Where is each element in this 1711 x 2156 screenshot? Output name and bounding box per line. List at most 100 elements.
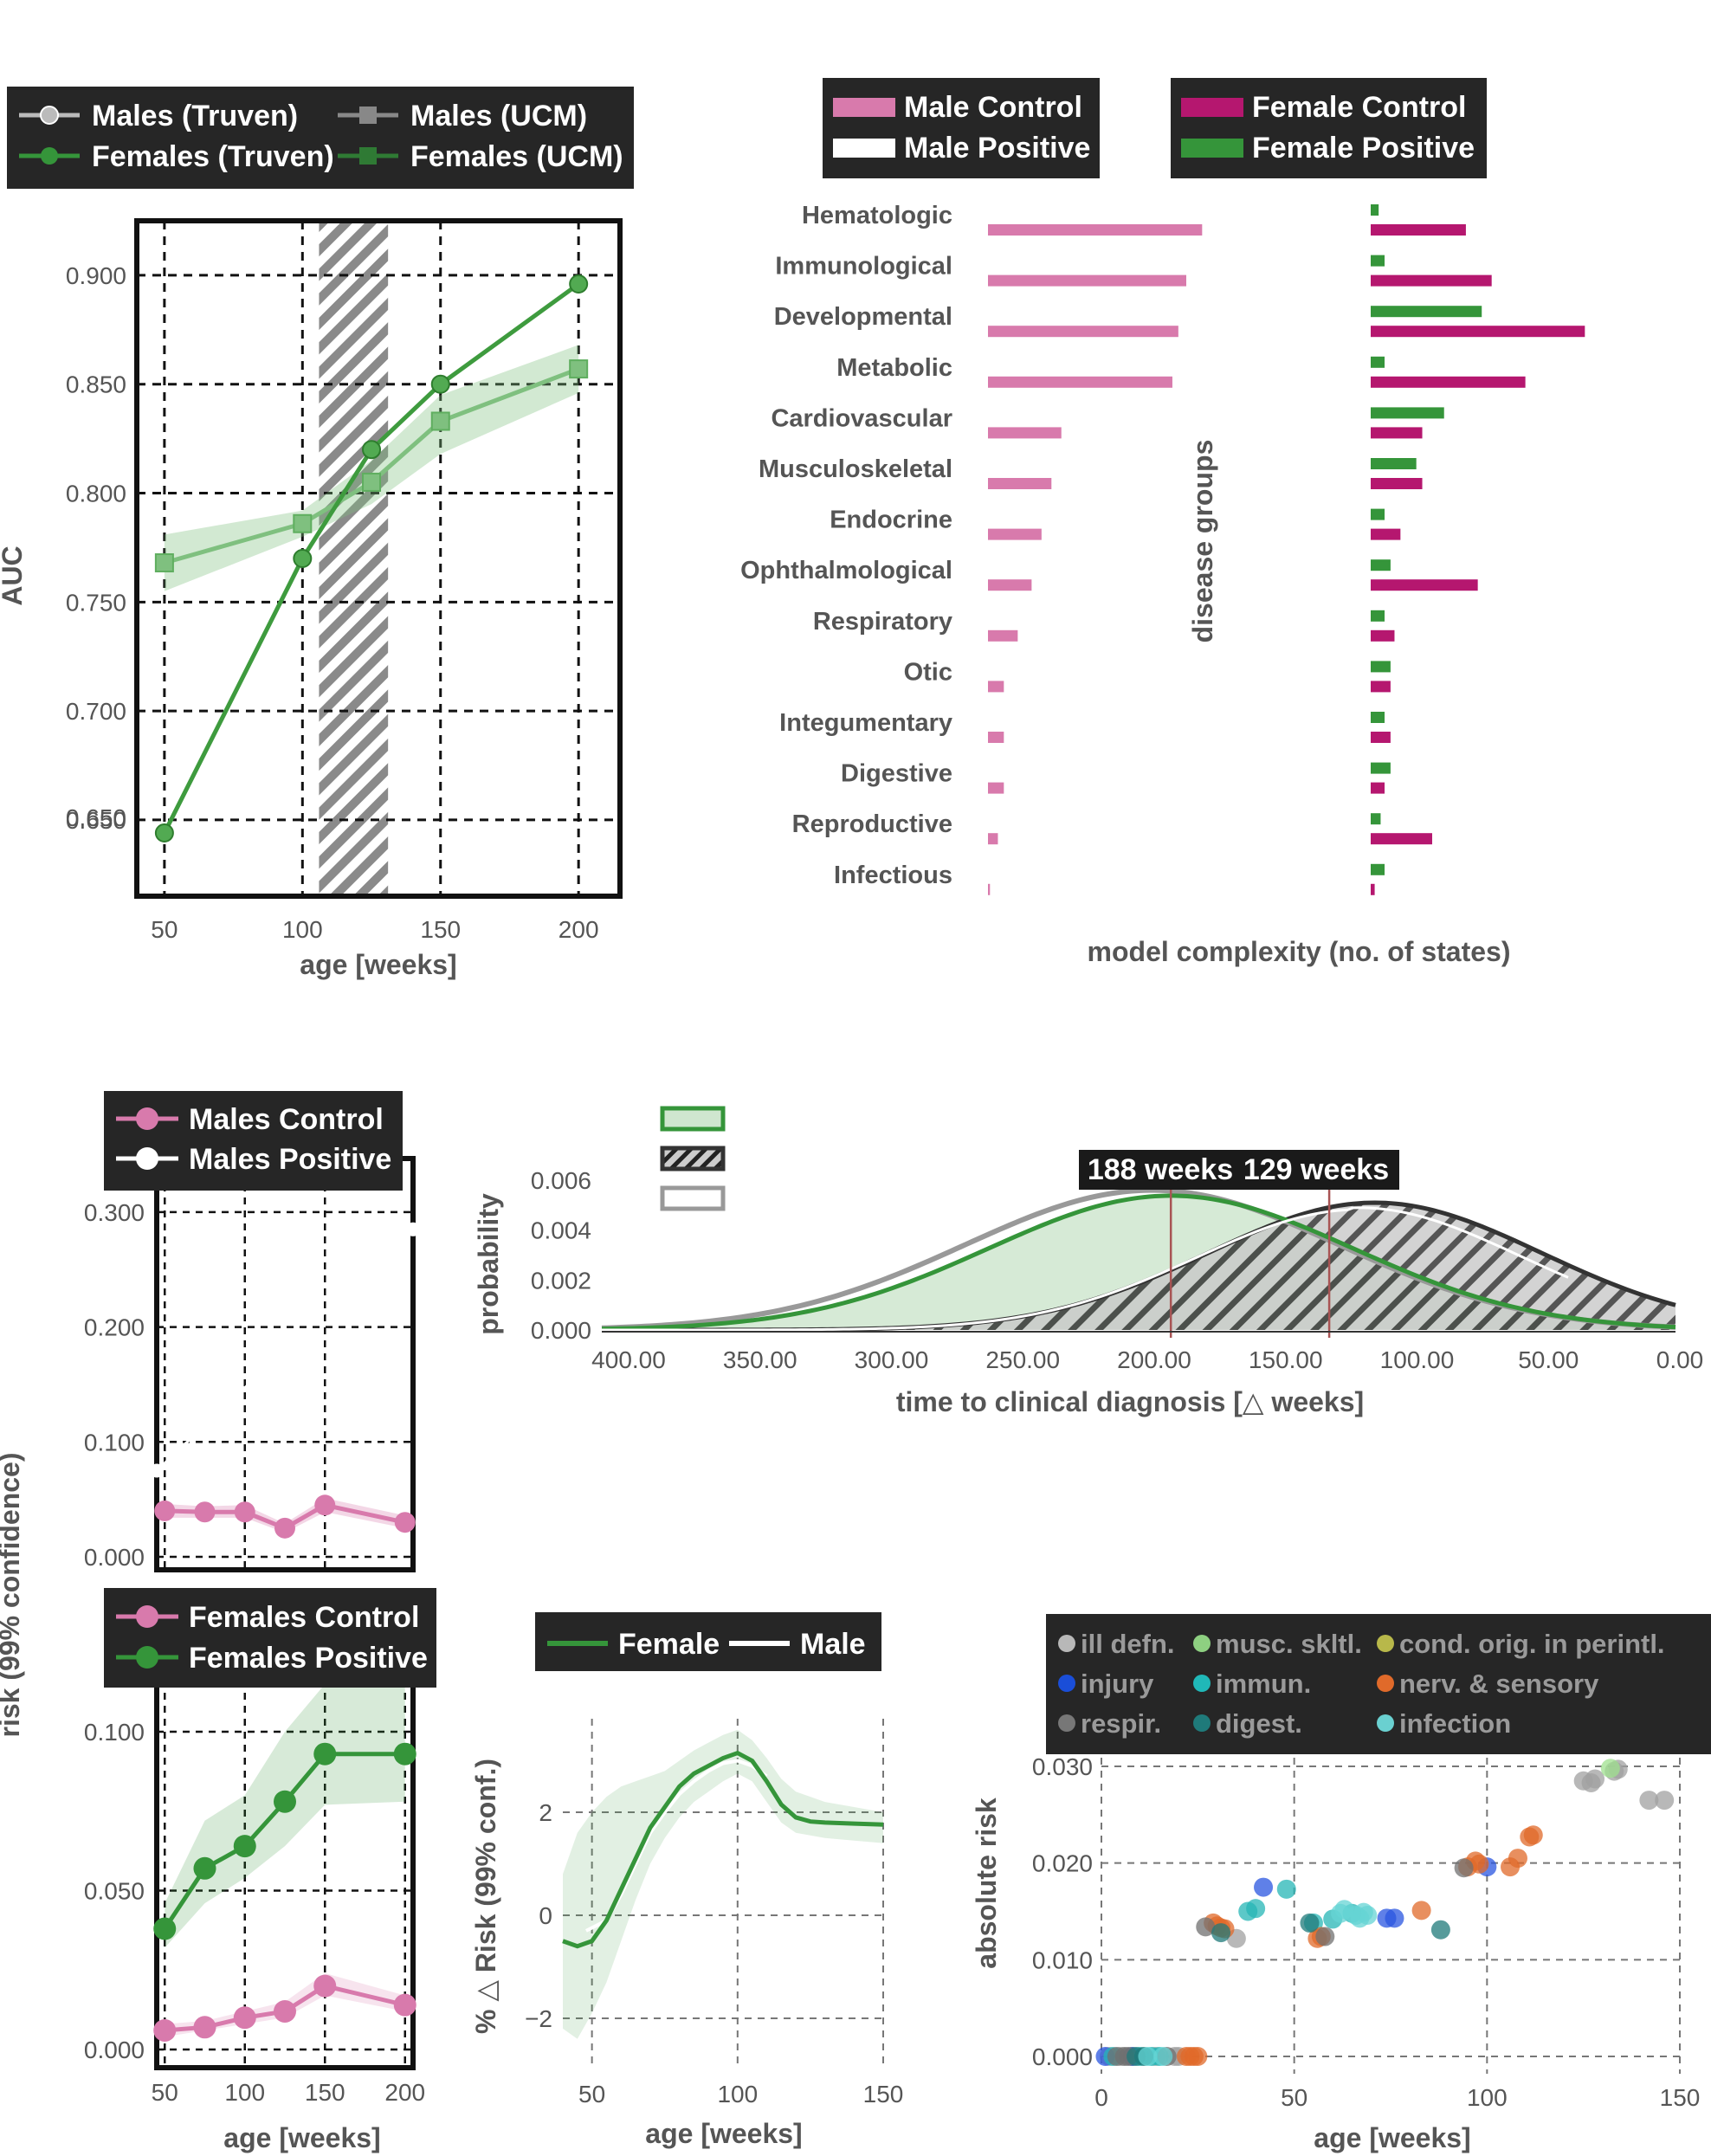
risk-males-point-control — [394, 1512, 416, 1533]
auc-y-tick: 0.750 — [66, 589, 126, 616]
auc-point-females-ucm — [154, 553, 174, 573]
absrisk-legend-label: ill defn. — [1081, 1629, 1175, 1659]
delta-x-tick: 100 — [717, 2081, 758, 2108]
risk-males-point-control — [274, 1517, 295, 1539]
auc-legend-box — [7, 87, 634, 189]
delta-panel: 50 100 150 −2 0 2 Female Male age [weeks] % △ Ris… — [470, 1612, 903, 2149]
complexity-category-label: Respiratory — [813, 608, 952, 636]
auc-frame — [134, 218, 623, 899]
complexity-bar-female-positive — [1371, 255, 1385, 267]
complexity-bar-female-positive — [1371, 356, 1385, 368]
time-legend-swatch-green — [660, 1106, 726, 1132]
auc-legend-label: Males (UCM) — [410, 100, 587, 132]
auc-point-females-truven — [430, 374, 450, 394]
absrisk-legend-marker — [1377, 1675, 1394, 1692]
risk-band-females-positive — [165, 1683, 405, 1948]
auc-point-females-ucm — [293, 513, 313, 533]
auc-legend-label: Females (UCM) — [410, 140, 623, 173]
absrisk-point-immun — [1246, 1899, 1266, 1919]
auc-y-tick: 0.900 — [66, 262, 126, 289]
auc-panel: 50 100 150 200 0.650 0.700 0.750 0.800 0.850 0.90… — [0, 87, 634, 980]
complexity-bar-male-control — [988, 528, 1042, 540]
complexity-category-label: Cardiovascular — [771, 404, 952, 432]
absrisk-legend-marker — [1377, 1635, 1394, 1652]
auc-point-females-ucm — [430, 411, 450, 431]
risk-females-legend-box — [104, 1588, 436, 1688]
risk-point-females-positive — [193, 1856, 216, 1880]
complexity-bar-female-positive — [1371, 661, 1391, 673]
complexity-bar-female-control — [1371, 883, 1375, 895]
risk-point-females-control — [153, 2018, 177, 2042]
time-area-hatched — [602, 1203, 1675, 1330]
delta-band-female — [563, 1729, 883, 2039]
time-x-tick: 200.00 — [1117, 1346, 1191, 1373]
auc-x-tick: 50 — [151, 916, 178, 943]
absrisk-legend-label: respir. — [1081, 1708, 1161, 1739]
delta-y-label: % △ Risk (99% conf.) — [470, 1759, 501, 2034]
absrisk-point-respir — [1315, 1927, 1335, 1946]
complexity-bar-female-control — [1371, 427, 1423, 439]
absrisk-point-nerv-sensory — [1469, 1854, 1489, 1874]
complexity-bar-male-control — [988, 732, 1004, 743]
risk-y-label: risk (99% confidence) — [0, 1453, 25, 1738]
time-x-tick: 50.00 — [1518, 1346, 1579, 1373]
risk-females-x-tick: 50 — [152, 2079, 178, 2106]
complexity-bar-male-control — [988, 427, 1062, 439]
complexity-legend-swatch — [1181, 98, 1243, 117]
delta-y-tick: 0 — [539, 1902, 552, 1929]
auc-y-tick: 0.800 — [66, 481, 126, 507]
complexity-category-label: Immunological — [775, 253, 952, 281]
risk-males-point-positive — [150, 1463, 164, 1478]
absrisk-y-tick: 0.030 — [1032, 1753, 1093, 1780]
complexity-x-label: model complexity (no. of states) — [1088, 936, 1511, 967]
absrisk-legend-marker — [1193, 1635, 1211, 1652]
absrisk-x-label: age [weeks] — [1314, 2122, 1470, 2153]
delta-legend-label: Male — [800, 1628, 866, 1661]
complexity-bar-male-control — [988, 224, 1203, 236]
time-x-tick: 150.00 — [1249, 1346, 1323, 1373]
risk-females-x-tick: 100 — [224, 2079, 265, 2106]
complexity-category-label: Reproductive — [792, 810, 952, 838]
auc-y-tick: 0.650 — [66, 807, 126, 834]
complexity-bar-male-control — [988, 833, 998, 845]
absrisk-legend-marker — [1193, 1675, 1211, 1692]
risk-females-panel: 50 100 150 200 0.000 0.050 0.100 Females Contro… — [84, 1588, 436, 2153]
absrisk-point-ill-defn — [1639, 1791, 1659, 1811]
complexity-category-label: Otic — [904, 658, 952, 686]
complexity-bar-male-control — [988, 681, 1004, 693]
complexity-y-label: disease groups — [1187, 440, 1218, 643]
absrisk-legend-label: nerv. & sensory — [1399, 1669, 1599, 1699]
auc-y-tick-overprint: 0.650 — [66, 804, 126, 831]
auc-legend-label: Females (Truven) — [92, 140, 334, 173]
complexity-bar-female-positive — [1371, 762, 1391, 774]
time-y-tick: 0.006 — [531, 1167, 591, 1194]
auc-legend-marker — [359, 107, 377, 124]
risk-males-line-positive — [155, 1228, 415, 1472]
risk-females-x-tick: 150 — [305, 2079, 345, 2106]
time-y-tick: 0.002 — [531, 1267, 591, 1294]
auc-point-females-truven — [293, 549, 313, 568]
complexity-category-label: Endocrine — [830, 507, 952, 534]
delta-y-tick: 2 — [539, 1799, 552, 1826]
absrisk-legend-label: digest. — [1216, 1708, 1302, 1739]
complexity-bar-male-control — [988, 478, 1052, 489]
risk-males-y-tick: 0.000 — [84, 1544, 145, 1571]
risk-males-y-tick: 0.300 — [84, 1199, 145, 1226]
absrisk-point-respir — [1196, 1917, 1216, 1937]
absrisk-point-digest — [1430, 1920, 1450, 1940]
risk-females-y-tick: 0.000 — [84, 2037, 145, 2063]
complexity-bar-female-positive — [1371, 458, 1417, 469]
time-x-tick: 300.00 — [855, 1346, 929, 1373]
absrisk-point-musc-skltl — [1600, 1759, 1620, 1778]
risk-males-y-tick: 0.100 — [84, 1429, 145, 1456]
complexity-bar-female-control — [1371, 732, 1391, 743]
absrisk-legend-marker — [1058, 1714, 1075, 1732]
risk-males-y-tick: 0.200 — [84, 1314, 145, 1341]
delta-line-female — [562, 1750, 884, 1949]
complexity-bar-male-control — [988, 274, 1186, 287]
absrisk-point-nerv-sensory — [1508, 1849, 1527, 1869]
risk-males-point-positive — [406, 1222, 420, 1236]
complexity-legend-left-box — [823, 78, 1100, 178]
risk-point-females-positive — [153, 1917, 177, 1940]
